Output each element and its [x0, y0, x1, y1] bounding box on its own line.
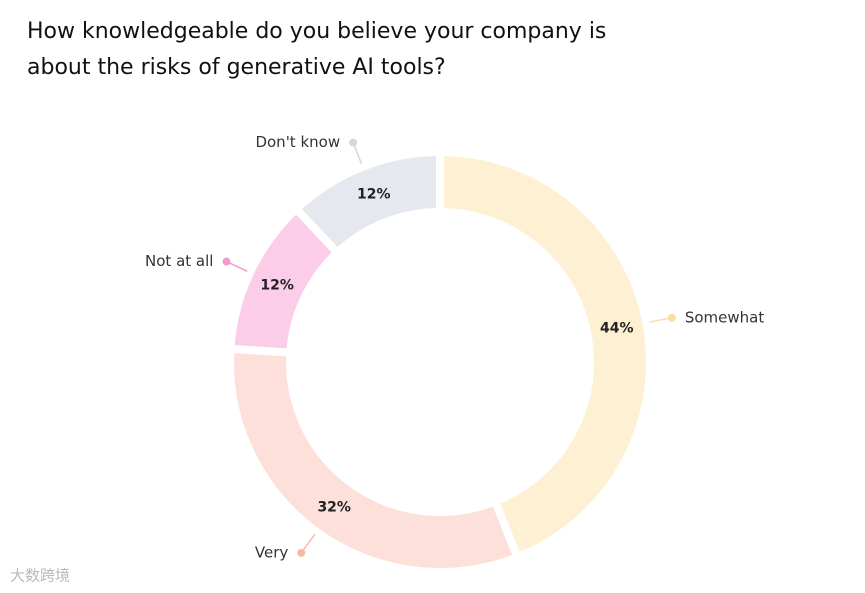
donut-segment [292, 148, 444, 257]
donut-segment [436, 148, 654, 562]
value-label: 32% [317, 500, 351, 516]
category-label: Somewhat [685, 308, 765, 326]
value-label: 12% [357, 187, 391, 203]
category-label: Not at all [145, 252, 213, 270]
watermark: 大数跨境 [10, 567, 70, 585]
value-label: 12% [260, 277, 294, 293]
value-label: 44% [600, 320, 634, 336]
leader-dot [297, 548, 306, 557]
category-label: Very [255, 543, 288, 561]
leader-dot [667, 313, 676, 322]
leader-dot [349, 138, 358, 147]
chart-title-line: How knowledgeable do you believe your co… [27, 19, 606, 44]
leader-dot [222, 257, 231, 266]
chart-title-line: about the risks of generative AI tools? [27, 55, 446, 80]
donut-segment [226, 344, 522, 576]
category-label: Don't know [255, 133, 340, 151]
